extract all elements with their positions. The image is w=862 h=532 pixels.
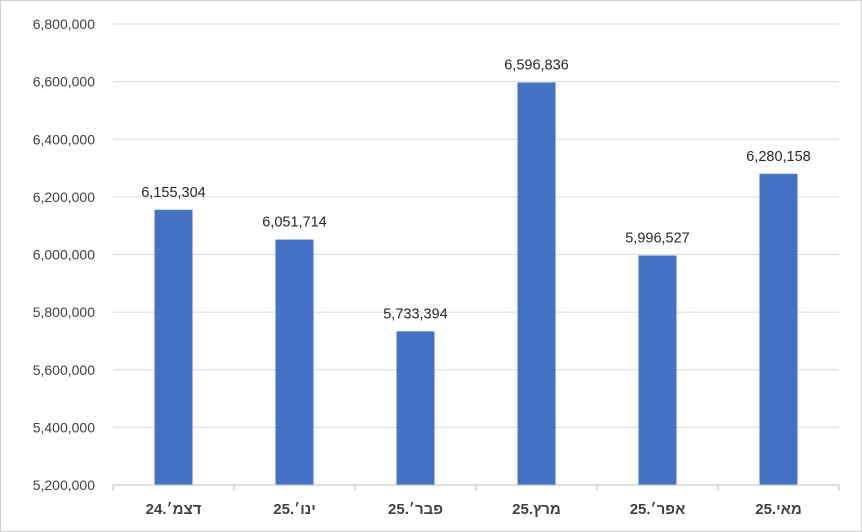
x-axis-category-labels: דצמ׳.24 ינו׳.25 פבר׳.25 מרץ.25 אפר׳.25 מאי.25 [146,501,802,518]
y-tick-label: 5,600,000 [33,362,95,378]
bar [396,331,435,485]
y-tick-label: 6,200,000 [33,189,95,205]
data-label: 5,996,527 [625,231,690,247]
y-tick-label: 6,800,000 [33,16,95,32]
y-tick-label: 6,400,000 [33,131,95,147]
bar [275,239,314,485]
x-category-label: אפר׳.25 [630,501,686,518]
data-label: 6,051,714 [262,215,327,231]
x-category-label: מרץ.25 [512,501,561,518]
bars [154,82,798,486]
bar [759,173,798,485]
data-label: 6,596,836 [504,58,569,74]
gridlines [113,23,839,428]
data-label: 6,280,158 [746,149,811,165]
data-labels: 6,155,304 6,051,714 5,733,394 6,596,836 5,99… [141,58,811,323]
y-axis-tick-labels: 5,200,000 5,400,000 5,600,000 5,800,000 6,00… [33,16,95,493]
x-category-label: ינו׳.25 [273,501,315,518]
y-tick-label: 5,800,000 [33,304,95,320]
y-tick-label: 6,600,000 [33,74,95,90]
bar [638,255,677,485]
bar [517,82,556,486]
y-tick-label: 5,400,000 [33,419,95,435]
x-category-label: פבר׳.25 [388,501,443,518]
x-axis [112,484,840,491]
x-category-label: מאי.25 [755,501,802,518]
data-label: 5,733,394 [383,306,448,322]
bar [154,209,193,485]
y-tick-label: 6,000,000 [33,247,95,263]
data-label: 6,155,304 [141,185,206,201]
y-tick-label: 5,200,000 [33,477,95,493]
x-category-label: דצמ׳.24 [146,501,202,518]
